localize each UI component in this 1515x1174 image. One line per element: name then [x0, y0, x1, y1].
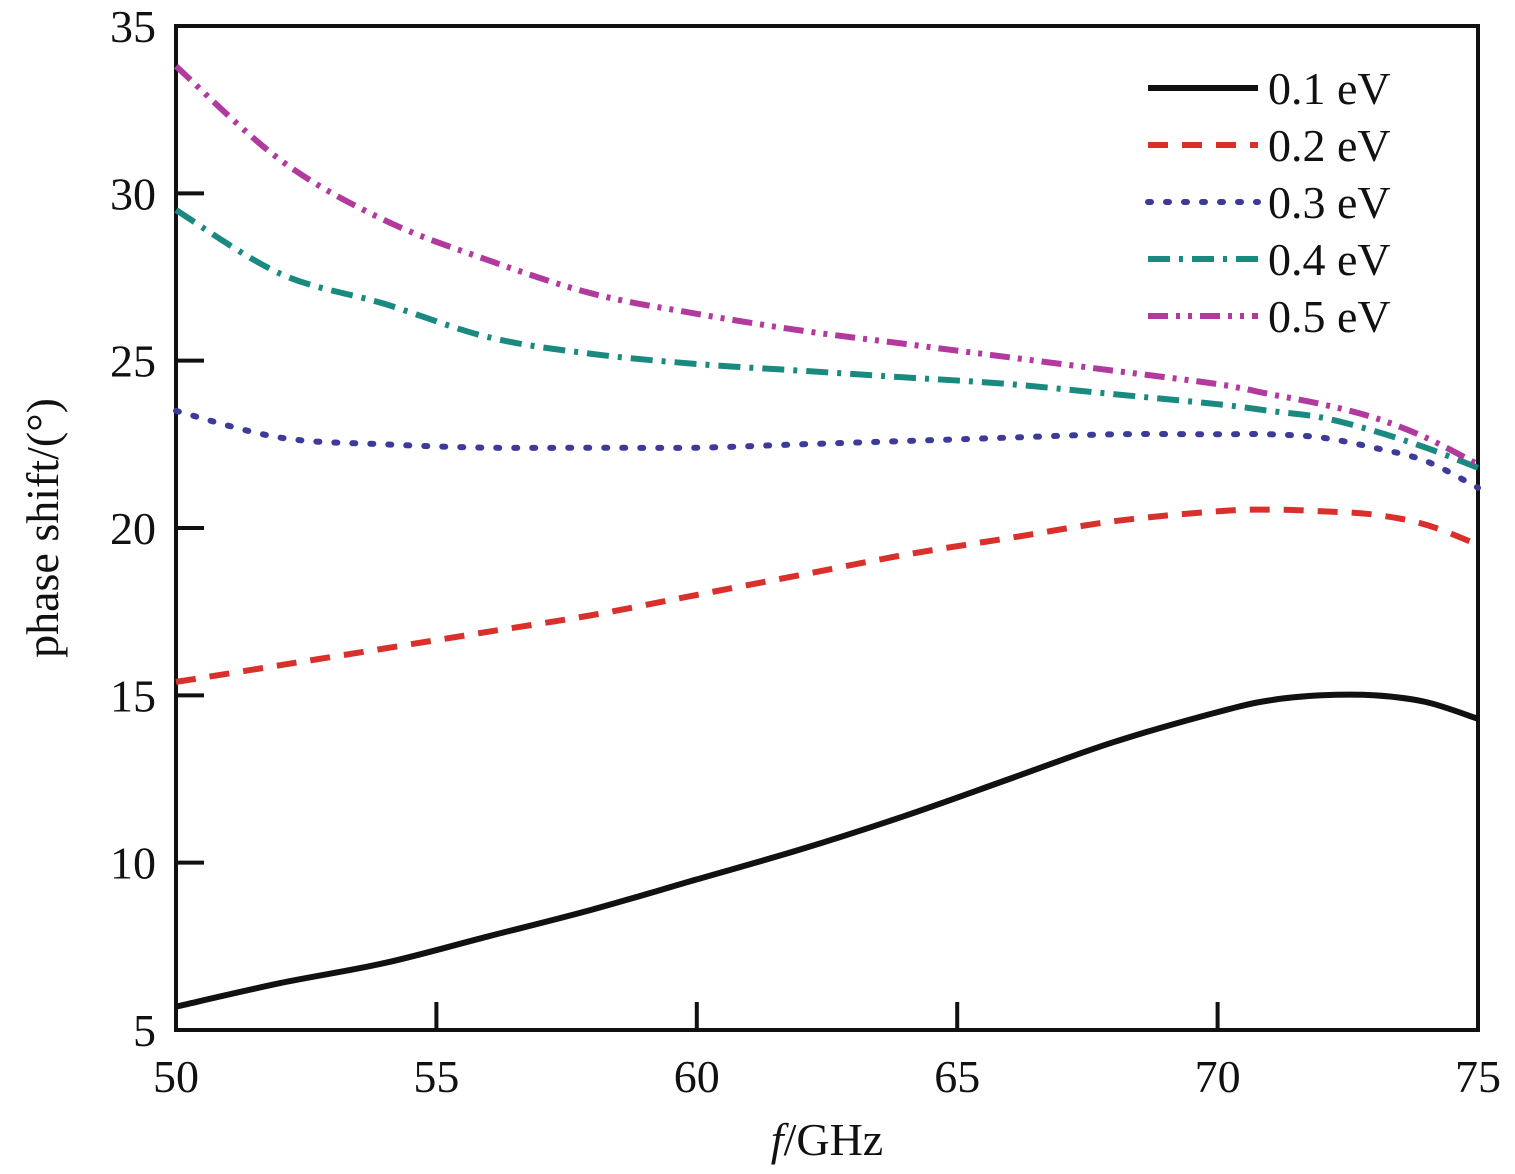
legend-label-3: 0.3 eV: [1268, 177, 1391, 228]
legend-label-2: 0.2 eV: [1268, 120, 1391, 171]
legend-label-5: 0.5 eV: [1268, 291, 1391, 342]
x-axis-label-unit: /GHz: [784, 1114, 884, 1165]
series-line-1: [175, 691, 1479, 1010]
y-tick-label: 5: [133, 1005, 156, 1056]
x-tick-label: 75: [1455, 1051, 1501, 1102]
y-tick-label: 20: [110, 503, 156, 554]
series-line-5: [173, 63, 1480, 468]
y-tick-label: 30: [110, 168, 156, 219]
series-line-3: [173, 407, 1481, 491]
legend-label-1: 0.1 eV: [1268, 63, 1391, 114]
x-tick-label: 50: [153, 1051, 199, 1102]
y-axis-ticks: 5 10 15 20 25 30 35: [110, 1, 204, 1056]
legend: 0.1 eV 0.2 eV 0.3 eV 0.4 eV 0.5 eV: [1145, 63, 1391, 342]
y-tick-label: 10: [110, 838, 156, 889]
x-tick-label: 55: [413, 1051, 459, 1102]
y-tick-label: 35: [110, 1, 156, 52]
x-tick-label: 65: [934, 1051, 980, 1102]
y-tick-label: 25: [110, 336, 156, 387]
x-axis-label: f/GHz: [771, 1114, 883, 1165]
series-line-2: [175, 506, 1480, 685]
legend-label-4: 0.4 eV: [1268, 234, 1391, 285]
series-line-4: [174, 207, 1480, 471]
y-tick-label: 15: [110, 670, 156, 721]
series-layer: [173, 63, 1481, 1010]
x-tick-label: 70: [1195, 1051, 1241, 1102]
x-tick-label: 60: [674, 1051, 720, 1102]
x-axis-ticks: 50 55 60 65 70 75: [153, 1002, 1501, 1102]
y-axis-label: phase shift/(°): [17, 398, 68, 658]
